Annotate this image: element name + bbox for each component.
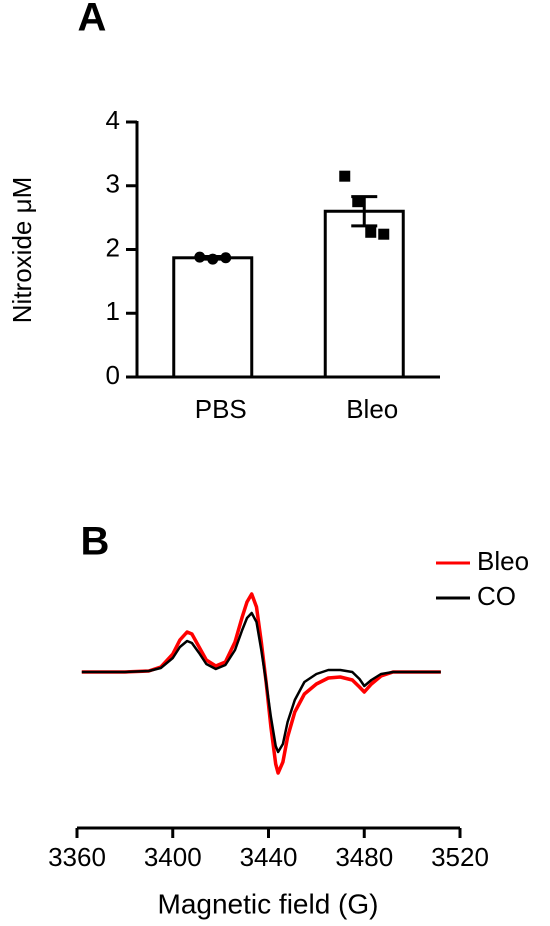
y-axis-label: Nitroxide μM [7,177,37,323]
legend-label: Bleo [477,546,529,576]
y-tick-label: 3 [106,169,120,199]
bar [323,209,405,379]
x-tick-label: PBS [195,394,247,424]
data-point [207,253,219,265]
y-tick-label: 1 [106,296,120,326]
y-tick-label: 0 [106,360,120,390]
panel-label: B [81,520,110,564]
y-tick-label: 2 [106,232,120,262]
panel-label: A [78,0,107,40]
data-point [352,196,364,208]
data-point [339,170,351,182]
x-tick-label: 3400 [144,842,202,872]
data-point [220,252,232,264]
spectrum-line [81,592,441,775]
x-tick-label: 3440 [240,842,298,872]
bar [172,256,254,379]
x-tick-label: 3480 [335,842,393,872]
x-tick-label: 3520 [431,842,489,872]
y-tick-label: 4 [106,105,120,135]
legend-label: CO [477,581,516,611]
data-point [378,228,390,240]
data-point [194,251,206,263]
x-tick-label: 3360 [48,842,106,872]
data-point [365,226,377,238]
x-axis-label: Magnetic field (G) [158,888,379,919]
spectrum-line [81,611,441,754]
x-tick-label: Bleo [346,394,398,424]
